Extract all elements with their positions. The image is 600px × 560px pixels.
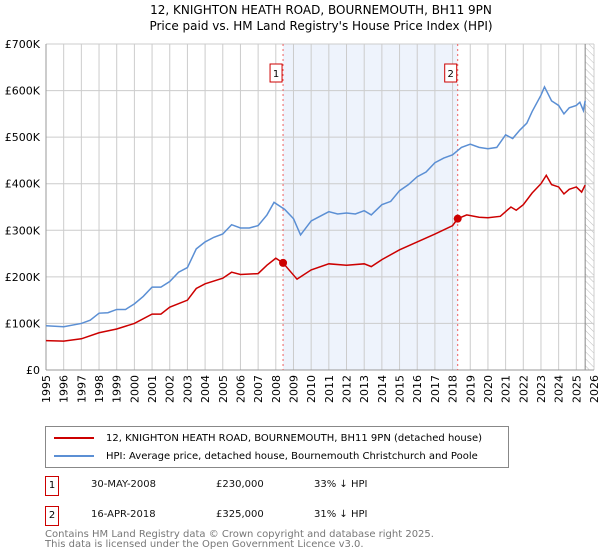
legend-label: 12, KNIGHTON HEATH ROAD, BOURNEMOUTH, BH… — [106, 432, 483, 444]
footer-line: This data is licensed under the Open Gov… — [45, 539, 364, 550]
x-tick-label: 1996 — [58, 375, 71, 403]
forecast-hatch — [585, 44, 594, 370]
x-tick-label: 1999 — [111, 375, 124, 403]
x-tick-label: 2009 — [287, 375, 300, 403]
sale-price: £230,000 — [216, 479, 264, 490]
chart-title: 12, KNIGHTON HEATH ROAD, BOURNEMOUTH, BH… — [150, 3, 492, 17]
x-tick-label: 2004 — [199, 375, 212, 403]
y-tick-label: £600K — [5, 85, 41, 98]
legend-swatch-red — [54, 437, 94, 439]
y-tick-label: £500K — [5, 131, 41, 144]
x-tick-label: 2003 — [181, 375, 194, 403]
sale-date: 16-APR-2018 — [91, 509, 156, 520]
y-tick-label: £200K — [5, 271, 41, 284]
x-tick-label: 2023 — [535, 375, 548, 403]
price-chart: 12, KNIGHTON HEATH ROAD, BOURNEMOUTH, BH… — [5, 3, 600, 403]
legend-item-property: 12, KNIGHTON HEATH ROAD, BOURNEMOUTH, BH… — [54, 430, 482, 446]
x-tick-label: 2018 — [447, 375, 460, 403]
sale-point — [453, 214, 462, 223]
x-tick-label: 2006 — [234, 375, 247, 403]
chart-subtitle: Price paid vs. HM Land Registry's House … — [149, 19, 492, 33]
shaded-period — [283, 44, 458, 370]
x-tick-label: 2008 — [270, 375, 283, 403]
x-tick-label: 2012 — [341, 375, 354, 403]
x-tick-label: 2000 — [128, 375, 141, 403]
sale-hpi-diff: 31% ↓ HPI — [314, 509, 368, 520]
legend: 12, KNIGHTON HEATH ROAD, BOURNEMOUTH, BH… — [45, 426, 509, 468]
x-tick-label: 2013 — [358, 375, 371, 403]
y-tick-label: £100K — [5, 317, 41, 330]
x-tick-label: 2020 — [482, 375, 495, 403]
y-tick-label: £300K — [5, 224, 41, 237]
sale-date: 30-MAY-2008 — [91, 479, 157, 490]
legend-swatch-blue — [54, 455, 94, 457]
sale-label: 2 — [448, 69, 454, 80]
sale-label-box — [444, 63, 458, 83]
sale-hpi-diff: 33% ↓ HPI — [314, 479, 368, 490]
x-tick-label: 2024 — [553, 375, 566, 403]
x-tick-label: 2016 — [411, 375, 424, 403]
y-tick-label: £400K — [5, 178, 41, 191]
x-tick-label: 2010 — [305, 375, 318, 403]
x-tick-label: 2007 — [252, 375, 265, 403]
x-tick-label: 1997 — [75, 375, 88, 403]
sale-label-box — [269, 63, 283, 83]
x-tick-label: 2017 — [429, 375, 442, 403]
footer: Contains HM Land Registry data © Crown c… — [45, 530, 434, 550]
x-tick-label: 1995 — [40, 375, 53, 403]
hpi-line — [45, 85, 586, 328]
x-tick-label: 2026 — [588, 375, 600, 403]
footer-line: Contains HM Land Registry data © Crown c… — [45, 529, 434, 540]
sale-marker-badge: 1 — [45, 476, 59, 496]
x-tick-label: 2005 — [217, 375, 230, 403]
sale-marker-badge: 2 — [45, 506, 59, 526]
sale-price: £325,000 — [216, 509, 264, 520]
x-tick-label: 2014 — [376, 375, 389, 403]
x-tick-label: 2001 — [146, 375, 159, 403]
x-tick-label: 2019 — [464, 375, 477, 403]
x-tick-label: 2025 — [570, 375, 583, 403]
y-tick-label: £0 — [26, 364, 40, 377]
x-tick-label: 2015 — [394, 375, 407, 403]
x-tick-label: 1998 — [93, 375, 106, 403]
legend-label: HPI: Average price, detached house, Bour… — [106, 450, 478, 462]
x-tick-label: 2011 — [323, 375, 336, 403]
x-tick-label: 2021 — [500, 375, 513, 403]
sale-label: 1 — [273, 69, 279, 80]
property-line — [45, 173, 586, 342]
legend-item-hpi: HPI: Average price, detached house, Bour… — [54, 448, 478, 464]
sale-point — [279, 258, 288, 267]
x-tick-label: 2022 — [517, 375, 530, 403]
x-tick-label: 2002 — [164, 375, 177, 403]
y-tick-label: £700K — [5, 38, 41, 51]
